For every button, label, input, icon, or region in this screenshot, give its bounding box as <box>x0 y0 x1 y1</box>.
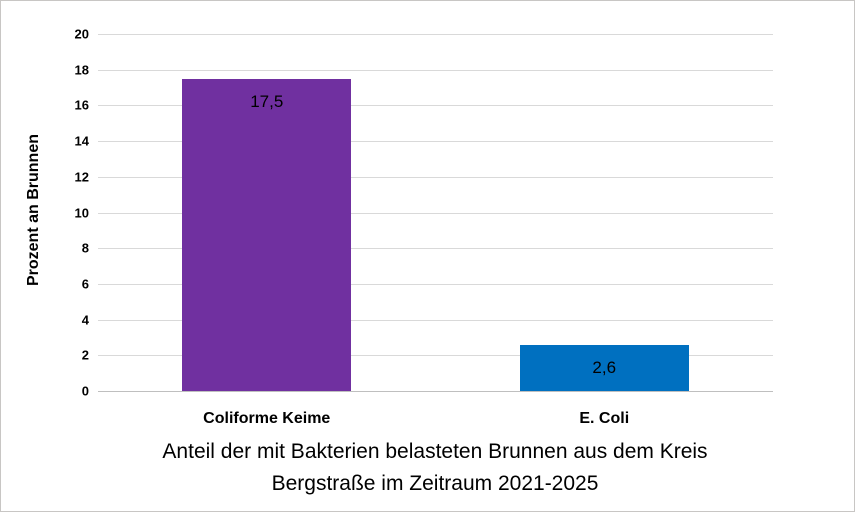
x-category-label: E. Coli <box>579 410 630 427</box>
y-axis-title: Prozent an Brunnen <box>25 133 42 287</box>
chart-title-line-2: Bergstraße im Zeitraum 2021-2025 <box>271 472 599 495</box>
y-gridline <box>98 319 773 321</box>
y-gridline <box>98 212 773 214</box>
bar-value-label: 17,5 <box>250 91 284 111</box>
y-tick-label: 10 <box>74 205 89 220</box>
y-gridline <box>98 248 773 250</box>
y-gridline <box>98 69 773 71</box>
y-tick-label: 6 <box>81 276 89 292</box>
y-tick-label: 20 <box>74 26 89 42</box>
bar-e-coli <box>519 344 689 391</box>
y-gridline <box>98 105 773 107</box>
bar-coliforme-keime <box>182 78 352 391</box>
y-tick-label: 14 <box>74 133 89 149</box>
y-gridline <box>98 283 773 285</box>
chart-title: Anteil der mit Bakterien belasteten Brun… <box>162 436 707 500</box>
y-tick-label: 18 <box>74 62 89 78</box>
y-tick-label: 12 <box>74 169 89 185</box>
x-category-label: Coliforme Keime <box>203 410 331 427</box>
y-tick-label: 4 <box>81 312 89 328</box>
chart-title-line-1: Anteil der mit Bakterien belasteten Brun… <box>162 440 708 463</box>
y-tick-label: 2 <box>81 347 89 363</box>
y-gridline <box>98 34 773 35</box>
bar-value-label: 2,6 <box>592 357 617 377</box>
y-tick-label: 16 <box>74 97 89 113</box>
y-gridline <box>98 355 773 357</box>
y-tick-label: 0 <box>81 383 89 399</box>
y-gridline <box>98 176 773 178</box>
x-axis-line <box>98 391 773 392</box>
y-gridline <box>98 141 773 143</box>
y-tick-label: 8 <box>81 240 89 256</box>
